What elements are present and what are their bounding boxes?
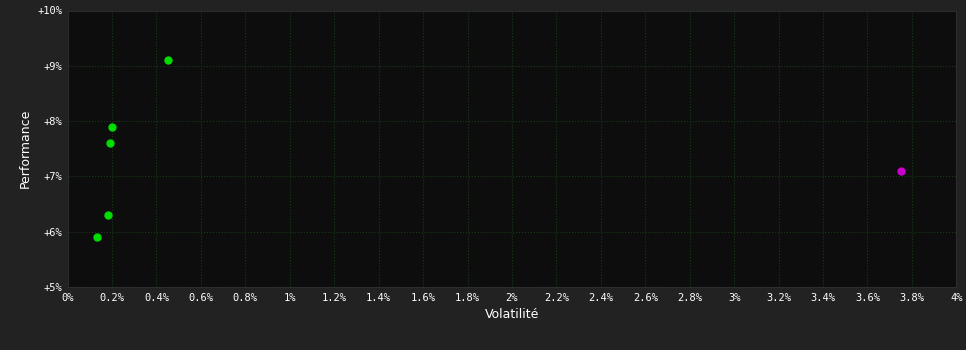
Y-axis label: Performance: Performance [18, 109, 32, 188]
Point [89, 234, 104, 240]
Point [104, 124, 120, 130]
Point [102, 140, 118, 146]
Point [893, 168, 908, 174]
X-axis label: Volatilité: Volatilité [485, 308, 539, 321]
Point [99, 212, 115, 218]
Point [160, 57, 176, 63]
